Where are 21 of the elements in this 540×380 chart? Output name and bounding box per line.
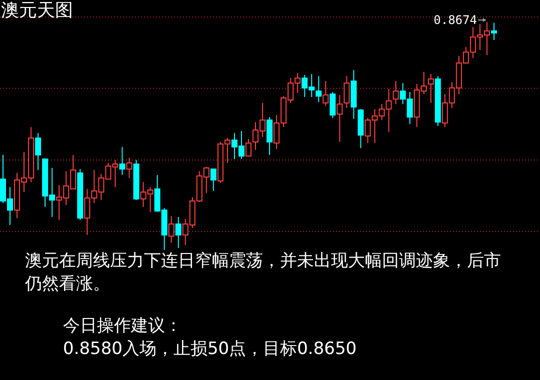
candlestick [428, 73, 434, 104]
candlestick [246, 138, 252, 157]
annotation: 0.8674 [434, 13, 477, 27]
candlestick [35, 132, 42, 170]
candlestick [336, 94, 343, 142]
candlestick [344, 76, 350, 108]
candlestick [168, 216, 174, 244]
candlestick [210, 168, 216, 192]
candlestick [322, 80, 329, 106]
candlestick [330, 91, 336, 118]
candlestick [126, 157, 132, 178]
text: 今日操作建议： [63, 315, 183, 338]
candlestick [266, 116, 273, 156]
candlestick [392, 80, 399, 105]
candlestick [491, 22, 497, 41]
text: 澳元在周线压力下连日窄幅震荡，并未出现大幅回调迹象，后市仍然看涨。 [25, 250, 502, 296]
candlestick [316, 76, 322, 103]
chart-title: 澳元天图 [1, 0, 73, 22]
text: 0.8580入场，止损50点，目标0.8650 [63, 338, 358, 361]
candlestick [119, 146, 126, 176]
candlestick [175, 216, 182, 248]
